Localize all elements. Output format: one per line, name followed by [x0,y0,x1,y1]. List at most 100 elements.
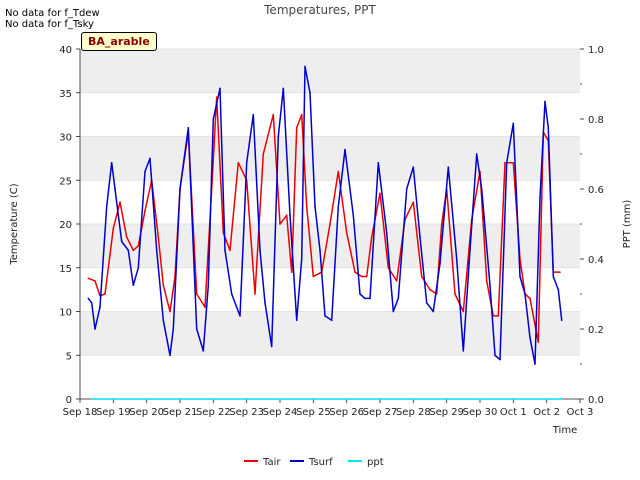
data-point-tsurf [455,258,458,260]
chart-title: Temperatures, PPT [264,3,376,17]
data-point-tsurf [230,293,233,295]
series-line-tsurf [87,65,563,365]
data-point-tsurf [202,350,205,352]
data-point-tair [312,275,315,278]
data-point-tair [144,210,146,212]
data-point-tsurf [534,363,536,365]
data-point-tsurf [425,301,428,304]
data-point-tsurf [462,350,465,352]
data-point-tair [157,236,160,238]
data-point-tair [454,293,456,295]
data-point-tsurf [105,205,108,208]
x-tick-label: Oct 2 [533,407,560,418]
data-point-tsurf [469,249,471,252]
data-point-tair [365,275,368,278]
data-point-tair [169,310,171,313]
y-tick-label: 5 [66,351,72,362]
data-point-tair [125,236,128,238]
data-point-tsurf [377,161,380,164]
data-point-tsurf [544,100,546,103]
data-point-tair [137,245,140,247]
data-point-tsurf [132,284,135,287]
data-point-tsurf [110,161,113,164]
data-point-tsurf [364,297,366,300]
data-point-tsurf [252,113,255,116]
data-point-tsurf [94,328,96,330]
y2-tick-label: 0.2 [588,325,604,336]
data-point-tsurf [270,345,273,348]
no-data-tdew-note: No data for f_Tdew [5,8,100,19]
data-point-tsurf [259,249,261,252]
y-tick-label: 30 [59,133,72,144]
data-point-tsurf [560,319,563,322]
data-point-tair [119,201,121,203]
data-point-tair [132,249,135,252]
data-point-tair [272,113,275,116]
data-point-tsurf [369,297,371,300]
data-point-tair [354,271,356,273]
x-tick-label: Sep 27 [363,407,398,418]
data-point-tair [195,293,198,295]
x-tick-label: Sep 19 [96,407,131,418]
data-point-tsurf [187,126,190,129]
data-point-tsurf [330,319,333,322]
data-point-tair [420,275,423,278]
y-tick-label: 20 [59,220,72,231]
data-point-tsurf [324,315,326,317]
data-point-tsurf [519,275,521,278]
x-tick-label: Sep 20 [129,407,164,418]
data-point-tair [412,201,415,203]
data-point-tsurf [529,336,531,339]
data-point-tair [497,315,500,317]
data-point-tsurf [295,319,298,322]
x-tick-label: Sep 30 [463,407,498,418]
data-point-tsurf [300,258,303,260]
data-point-tsurf [172,328,175,330]
data-point-tsurf [239,315,241,317]
y2-tick-label: 0.8 [588,115,604,126]
data-point-tair [462,310,465,313]
x-tick-label: Sep 18 [63,407,98,418]
data-point-tsurf [179,188,181,190]
data-point-tsurf [137,266,140,269]
x-tick-label: Sep 28 [396,407,431,418]
data-point-tair [104,293,106,295]
data-point-tair [295,126,298,129]
y2-tick-label: 0.0 [588,395,604,406]
data-point-tsurf [505,161,508,164]
data-point-tair [229,249,231,252]
data-point-tsurf [212,118,215,120]
data-point-tair [237,161,240,164]
site-badge: BA_arable [81,32,157,51]
data-point-tair [262,153,265,155]
data-point-tsurf [127,249,130,252]
data-point-tair [162,284,165,287]
data-point-tair [379,192,381,195]
data-point-tair [329,223,331,225]
y2-tick-label: 0.6 [588,185,604,196]
data-point-tsurf [162,319,165,322]
data-point-tair [305,205,308,208]
data-point-tair [370,236,373,238]
data-point-tair [204,306,206,308]
y-tick-label: 10 [59,308,72,319]
data-point-tsurf [314,205,316,208]
y-tick-label: 25 [59,176,72,187]
x-tick-label: Sep 22 [196,407,231,418]
data-point-tsurf [412,166,415,168]
y2-tick-label: 1.0 [588,45,604,56]
x-tick-label: Sep 26 [329,407,364,418]
data-point-tsurf [224,249,226,252]
legend-label-tair: Tair [262,457,281,468]
data-point-tsurf [87,297,90,300]
y-tick-label: 0 [66,395,72,406]
data-point-ppt [560,398,563,400]
data-point-tsurf [264,301,266,304]
data-point-tair [395,280,398,282]
y2-tick-label: 0.4 [588,255,604,266]
data-point-tsurf [392,310,395,313]
y-tick-label: 35 [59,89,72,100]
data-point-tair [337,170,340,173]
